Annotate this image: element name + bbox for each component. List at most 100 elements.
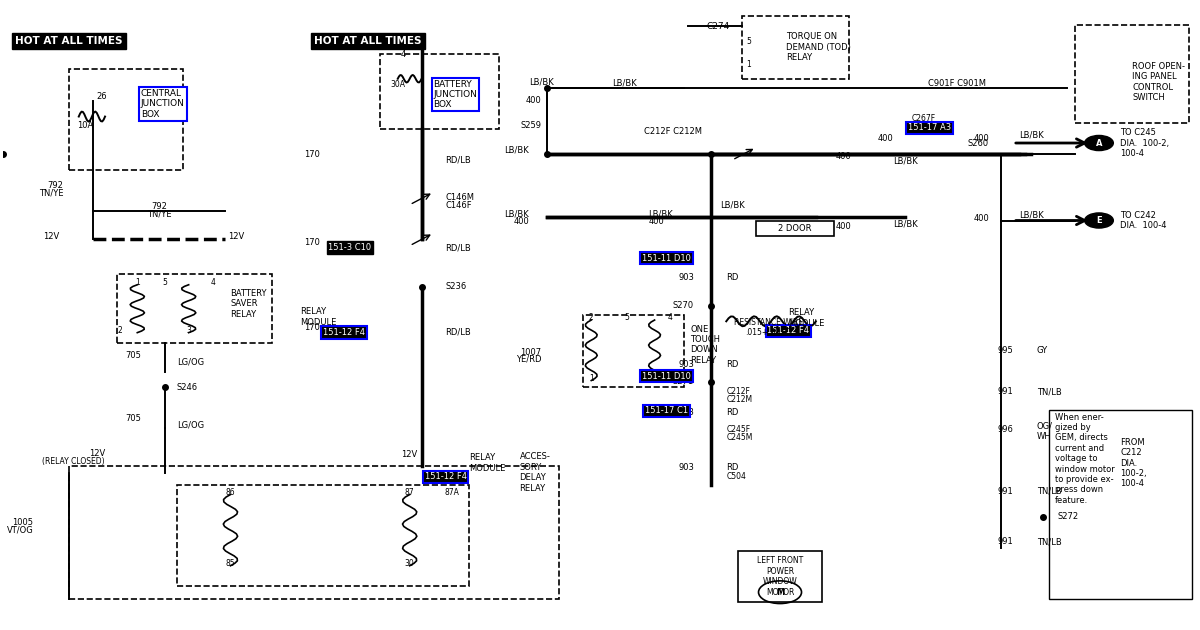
Text: LB/BK: LB/BK xyxy=(529,77,553,86)
Text: 151-17 C1: 151-17 C1 xyxy=(644,406,688,415)
Text: 400: 400 xyxy=(877,134,894,143)
Text: 903: 903 xyxy=(678,360,694,369)
Text: 705: 705 xyxy=(125,415,140,423)
Text: 86: 86 xyxy=(226,488,235,496)
Text: RD: RD xyxy=(726,273,739,282)
Text: 151-3 C10: 151-3 C10 xyxy=(329,243,372,252)
Text: 792: 792 xyxy=(47,181,64,190)
Text: 12V: 12V xyxy=(43,232,60,241)
Text: 2: 2 xyxy=(118,326,121,335)
Text: RELAY
MODULE: RELAY MODULE xyxy=(788,309,824,328)
Text: LB/BK: LB/BK xyxy=(649,210,673,219)
Text: 2: 2 xyxy=(589,313,594,322)
Text: RD/LB: RD/LB xyxy=(445,328,472,336)
Text: HOT AT ALL TIMES: HOT AT ALL TIMES xyxy=(16,36,122,46)
Bar xyxy=(583,315,684,387)
Text: LB/BK: LB/BK xyxy=(504,210,529,219)
Bar xyxy=(756,220,834,236)
Text: 400: 400 xyxy=(973,214,989,223)
Text: 400: 400 xyxy=(649,217,665,226)
Text: C504: C504 xyxy=(726,472,746,481)
Bar xyxy=(738,551,822,602)
Text: 705: 705 xyxy=(125,352,140,360)
Text: RESISTANCE WIRE
.015+.001Ω: RESISTANCE WIRE .015+.001Ω xyxy=(733,318,803,337)
Text: CENTRAL
JUNCTION
BOX: CENTRAL JUNCTION BOX xyxy=(140,89,185,119)
Text: 87A: 87A xyxy=(444,488,458,496)
Text: C267M: C267M xyxy=(910,122,936,130)
Circle shape xyxy=(1085,135,1114,151)
Text: TO C245
DIA.  100-2,
100-4: TO C245 DIA. 100-2, 100-4 xyxy=(1121,128,1170,158)
Bar xyxy=(1049,410,1192,598)
Text: LB/BK: LB/BK xyxy=(894,156,918,165)
Text: S271: S271 xyxy=(673,377,694,386)
Text: FROM
C212
DIA.
100-2,
100-4: FROM C212 DIA. 100-2, 100-4 xyxy=(1121,438,1147,488)
Text: C267F: C267F xyxy=(911,114,936,123)
Text: LEFT FRONT
POWER
WINDOW
MOTOR: LEFT FRONT POWER WINDOW MOTOR xyxy=(757,556,803,597)
Text: RD: RD xyxy=(726,408,739,417)
Text: B: B xyxy=(1096,459,1102,467)
Text: RELAY
MODULE: RELAY MODULE xyxy=(300,307,336,326)
Text: E: E xyxy=(1096,216,1102,225)
Text: C274: C274 xyxy=(707,22,730,31)
Text: HOT AT ALL TIMES: HOT AT ALL TIMES xyxy=(314,36,421,46)
Text: 4: 4 xyxy=(667,313,672,322)
Text: S259: S259 xyxy=(520,122,541,130)
Text: RD: RD xyxy=(726,360,739,369)
Text: 85: 85 xyxy=(226,559,235,568)
Text: TN/LB: TN/LB xyxy=(1037,537,1062,546)
Text: 400: 400 xyxy=(973,134,989,143)
Text: C212F C212M: C212F C212M xyxy=(643,127,702,135)
Text: 792: 792 xyxy=(151,202,167,211)
Text: 991: 991 xyxy=(997,487,1013,496)
Text: 151-17 A3: 151-17 A3 xyxy=(907,123,950,132)
Text: OG/
WH: OG/ WH xyxy=(1037,422,1052,441)
Text: 151-11 D10: 151-11 D10 xyxy=(642,254,691,263)
Text: TN/LB: TN/LB xyxy=(1037,487,1062,496)
Text: S246: S246 xyxy=(176,383,198,392)
Text: 2 DOOR: 2 DOOR xyxy=(779,224,811,233)
Bar xyxy=(742,16,850,79)
Text: 151-12 F4: 151-12 F4 xyxy=(323,328,365,337)
Text: C146M: C146M xyxy=(445,193,474,202)
Text: 5: 5 xyxy=(746,37,751,46)
Text: LB/BK: LB/BK xyxy=(1019,131,1044,140)
Text: 12V: 12V xyxy=(89,449,106,458)
Text: A: A xyxy=(1096,139,1103,147)
Text: TN/LB: TN/LB xyxy=(1037,387,1062,396)
Text: 1: 1 xyxy=(134,278,139,287)
Text: 170: 170 xyxy=(305,150,320,159)
Text: LB/BK: LB/BK xyxy=(720,200,745,209)
Text: GY: GY xyxy=(1037,346,1048,355)
Text: LG/OG: LG/OG xyxy=(176,358,204,367)
Text: BATTERY
JUNCTION
BOX: BATTERY JUNCTION BOX xyxy=(433,79,478,110)
Text: LB/BK: LB/BK xyxy=(612,79,637,88)
Bar xyxy=(380,54,499,129)
Text: C212M: C212M xyxy=(726,395,752,404)
Text: VT/OG: VT/OG xyxy=(7,526,34,535)
Text: 903: 903 xyxy=(678,463,694,472)
Text: LB/BK: LB/BK xyxy=(504,146,529,154)
Text: 4: 4 xyxy=(210,278,215,287)
Text: TN/YE: TN/YE xyxy=(146,210,172,219)
Text: 400: 400 xyxy=(836,222,852,231)
Bar xyxy=(176,485,469,586)
Text: ROOF OPEN-
ING PANEL
CONTROL
SWITCH: ROOF OPEN- ING PANEL CONTROL SWITCH xyxy=(1133,62,1186,102)
Text: S260: S260 xyxy=(967,139,989,147)
Text: 87: 87 xyxy=(404,488,414,496)
Text: 170: 170 xyxy=(305,323,320,332)
Text: 5: 5 xyxy=(162,278,167,287)
Text: LG/OG: LG/OG xyxy=(176,421,204,430)
Text: RELAY
MODULE: RELAY MODULE xyxy=(469,454,505,472)
Text: 400: 400 xyxy=(836,152,852,161)
Text: C245F: C245F xyxy=(726,425,750,434)
Text: S236: S236 xyxy=(445,282,467,291)
Text: BATTERY
SAVER
RELAY: BATTERY SAVER RELAY xyxy=(230,289,266,319)
Text: YE/RD: YE/RD xyxy=(516,355,541,364)
Text: 1007: 1007 xyxy=(520,348,541,357)
Bar xyxy=(70,466,559,598)
Text: ONE
TOUCH
DOWN
RELAY: ONE TOUCH DOWN RELAY xyxy=(690,324,720,365)
Text: 12V: 12V xyxy=(228,232,245,241)
Text: 5: 5 xyxy=(625,313,630,322)
Text: LB/BK: LB/BK xyxy=(1019,211,1044,220)
Text: 12V: 12V xyxy=(402,450,418,459)
